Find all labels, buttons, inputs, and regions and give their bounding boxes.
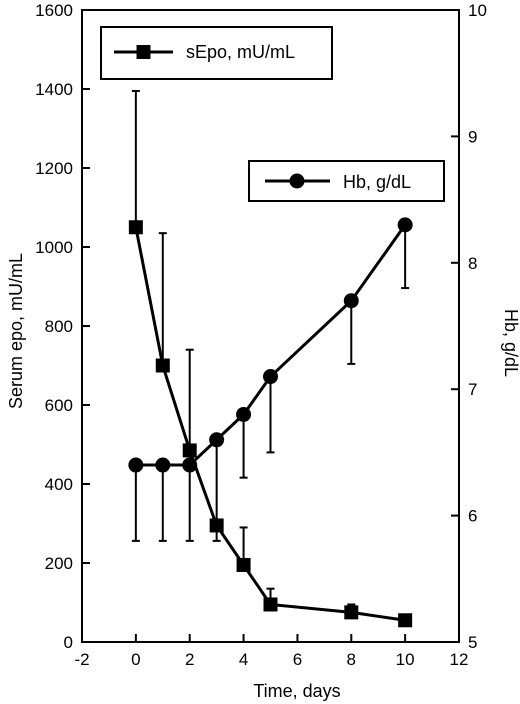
y-tick-label: 1200	[35, 159, 73, 178]
sepo-point	[236, 557, 251, 572]
y-tick-label: 800	[45, 317, 73, 336]
x-tick-label: 10	[396, 650, 415, 669]
hb-point	[128, 457, 144, 473]
x-tick-label: 12	[450, 650, 469, 669]
x-tick-label: 0	[131, 650, 140, 669]
legend-sepo-marker	[136, 45, 151, 59]
sepo-point	[398, 613, 413, 628]
x-tick-label: 2	[185, 650, 194, 669]
x-axis-label: Time, days	[253, 681, 340, 701]
x-tick-label: 4	[239, 650, 248, 669]
axes: -2 0 2 4 6 8 10 1202004006008001000120014001600…	[35, 1, 487, 669]
hb-point	[343, 293, 359, 309]
hb-point	[263, 369, 278, 385]
y-tick-label: 600	[45, 396, 73, 415]
legend-hb-marker	[289, 173, 305, 189]
x-tick-label: 6	[293, 650, 302, 669]
chart-marks	[128, 89, 413, 628]
y-tick-label: 1000	[35, 238, 73, 257]
sepo-point	[128, 220, 143, 235]
sepo-point	[182, 443, 197, 458]
sepo-point	[155, 358, 170, 373]
y-axis-label: Serum epo, mU/mL	[6, 253, 26, 409]
y-tick-label: 0	[64, 633, 73, 652]
hb-point	[397, 217, 413, 233]
sepo-point	[263, 597, 278, 612]
y2-tick-label: 6	[468, 507, 477, 526]
legend-hb-label: Hb, g/dL	[343, 172, 411, 192]
y-tick-label: 400	[45, 475, 73, 494]
sepo-line	[134, 226, 406, 622]
plot-frame	[81, 9, 460, 643]
y2-axis-label: Hb, g/dL	[501, 309, 520, 377]
legend-hb: Hb, g/dL	[248, 160, 445, 202]
y-tick-label: 200	[45, 554, 73, 573]
y-tick-label: 1600	[35, 1, 73, 20]
y2-tick-label: 5	[468, 633, 477, 652]
hb-point	[236, 406, 252, 422]
legend-sepo-label: sEpo, mU/mL	[186, 42, 295, 62]
hb-point	[182, 457, 198, 473]
y2-tick-label: 9	[468, 127, 477, 146]
y2-tick-label: 7	[468, 380, 477, 399]
legend-sepo: sEpo, mU/mL	[100, 26, 333, 80]
sepo-point	[344, 605, 359, 620]
x-tick-label: -2	[74, 650, 89, 669]
hb-point	[155, 457, 171, 473]
hb-point	[209, 432, 225, 448]
y-tick-label: 1400	[35, 80, 73, 99]
x-tick-label: 8	[347, 650, 356, 669]
y2-tick-label: 10	[468, 1, 487, 20]
y2-tick-label: 8	[468, 254, 477, 273]
